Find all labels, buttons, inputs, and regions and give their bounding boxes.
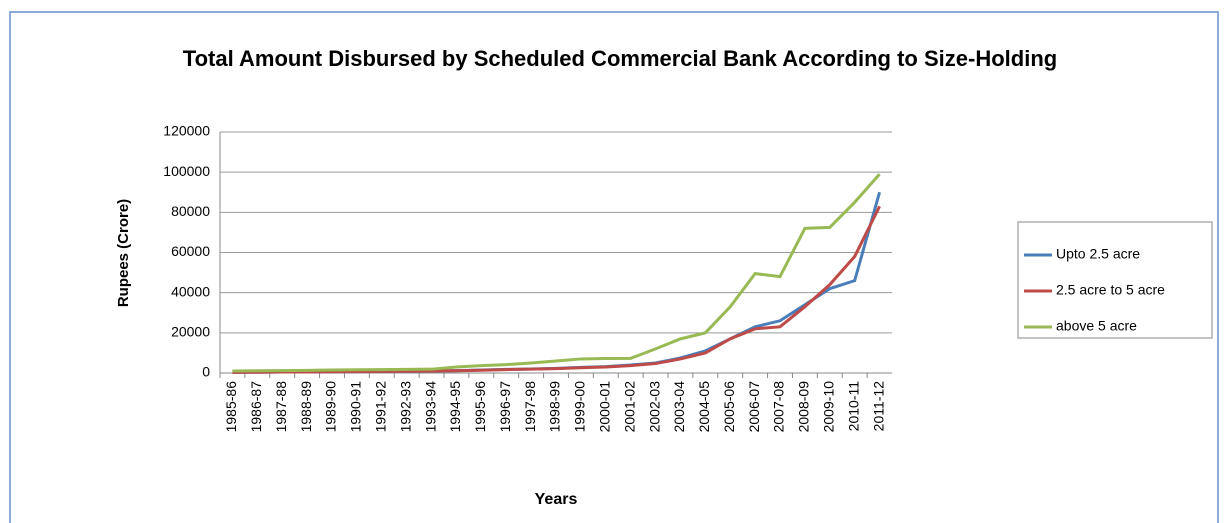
x-axis-label: Years (535, 491, 578, 508)
x-tick-label: 2006-07 (746, 381, 762, 433)
y-tick-label: 40000 (171, 283, 210, 299)
y-tick-label: 60000 (171, 243, 210, 259)
legend-label: 2.5 acre to 5 acre (1056, 282, 1165, 298)
x-tick-label: 2007-08 (771, 381, 787, 433)
frame (9, 11, 1219, 523)
x-tick-label: 1988-89 (298, 381, 314, 433)
x-tick-label: 2000-01 (596, 381, 612, 433)
x-tick-label: 2002-03 (646, 381, 662, 433)
x-tick-label: 1997-98 (522, 381, 538, 433)
chart-title: Total Amount Disbursed by Scheduled Comm… (183, 46, 1057, 71)
x-tick-label: 1994-95 (447, 381, 463, 433)
y-tick-label: 0 (202, 364, 210, 380)
x-tick-label: 1998-99 (547, 381, 563, 433)
x-tick-label: 2004-05 (696, 381, 712, 433)
x-tick-label: 1996-97 (497, 381, 513, 433)
x-tick-label: 1999-00 (572, 381, 588, 433)
y-tick-label: 120000 (163, 123, 210, 139)
x-tick-label: 1990-91 (348, 381, 364, 433)
x-tick-label: 1992-93 (397, 381, 413, 433)
x-tick-label: 2009-10 (820, 381, 836, 433)
x-tick-label: 2011-12 (870, 381, 886, 432)
x-tick-label: 2005-06 (721, 381, 737, 433)
x-tick-label: 2001-02 (621, 381, 637, 433)
x-tick-label: 1987-88 (273, 381, 289, 433)
x-tick-label: 1986-87 (248, 381, 264, 433)
x-tick-label: 1989-90 (323, 381, 339, 433)
x-tick-label: 1991-92 (372, 381, 388, 433)
y-axis-label: Rupees (Crore) (115, 199, 132, 307)
y-tick-label: 20000 (171, 324, 210, 340)
legend-label: above 5 acre (1056, 318, 1137, 334)
x-tick-label: 2003-04 (671, 381, 687, 433)
legend-box (1017, 221, 1213, 339)
legend-label: Upto 2.5 acre (1056, 246, 1140, 262)
y-tick-label: 100000 (163, 163, 210, 179)
x-tick-label: 1993-94 (422, 381, 438, 433)
series-line (232, 205, 881, 374)
x-tick-label: 1995-96 (472, 381, 488, 433)
series-line (232, 173, 881, 373)
y-tick-label: 80000 (171, 203, 210, 219)
x-tick-label: 1985-86 (223, 381, 239, 433)
x-tick-label: 2010-11 (845, 381, 861, 432)
x-tick-label: 2008-09 (796, 381, 812, 433)
